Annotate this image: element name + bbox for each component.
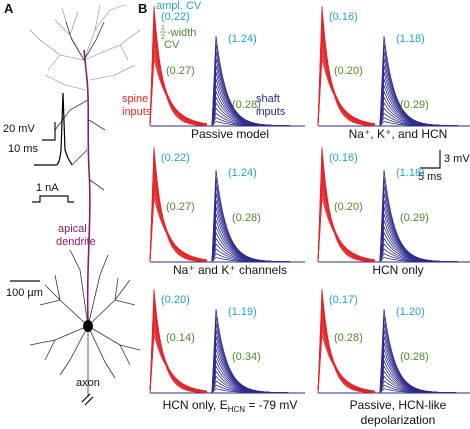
shaft-trace xyxy=(379,35,470,127)
legend-text: CV xyxy=(164,39,180,51)
title-part: depolarization xyxy=(361,413,436,427)
shaft-trace xyxy=(379,120,470,127)
value-label: (1.19) xyxy=(228,306,257,318)
tuft-branch xyxy=(54,21,106,191)
shaft-trace xyxy=(379,359,470,394)
value-label: (0.20) xyxy=(161,294,190,306)
legend-text: 1 xyxy=(161,25,165,32)
scale-label: 3 mV xyxy=(444,153,470,165)
axon-label: axon xyxy=(76,377,100,389)
title-part: HCN only, E xyxy=(163,398,228,412)
title-part: = -79 mV xyxy=(245,398,297,412)
title-sub: HCN xyxy=(228,405,246,414)
value-label: (0.34) xyxy=(232,351,261,363)
legend-text: ampl. CV xyxy=(156,0,202,12)
panel-b: B ampl. CV 1 2 -width CV spine inputs sh… xyxy=(122,0,470,427)
value-label: (0.16) xyxy=(329,11,358,23)
subpanel-title: Na⁺ and K⁺ channels xyxy=(173,263,287,277)
subpanel-title: Passive, HCN-like xyxy=(350,398,447,412)
scale-label: 1 nA xyxy=(36,182,59,194)
subpanel-title: depolarization xyxy=(361,413,436,427)
spine-trace xyxy=(149,58,208,127)
legend-text: 2 xyxy=(161,34,165,41)
apical-label: apical xyxy=(58,223,87,235)
value-label: (0.28) xyxy=(334,332,363,344)
value-label: (1.24) xyxy=(228,33,257,45)
legend-text: inputs xyxy=(256,106,286,118)
subpanel-title: Na⁺, K⁺, and HCN xyxy=(349,127,448,141)
title-part: Na⁺, K⁺, and HCN xyxy=(349,127,448,141)
tuft xyxy=(29,4,141,91)
title-part: Passive model xyxy=(191,127,269,141)
current-step xyxy=(32,195,74,203)
legend-text: spine xyxy=(122,93,148,105)
value-label: (0.29) xyxy=(400,99,429,111)
panel-a: A axon apical dendrite 20 mV 10 ms 1 nA … xyxy=(3,1,141,406)
value-label: (0.17) xyxy=(329,294,358,306)
soma xyxy=(83,320,93,332)
panel-label: A xyxy=(4,1,14,16)
value-label: (1.24) xyxy=(228,167,257,179)
title-part: Passive, HCN-like xyxy=(350,398,447,412)
panel-label: B xyxy=(138,1,147,16)
value-label: (0.28) xyxy=(232,99,261,111)
value-label: (0.28) xyxy=(400,351,429,363)
value-label: (1.18) xyxy=(396,33,425,45)
value-label: (0.28) xyxy=(232,212,261,224)
shaft-trace xyxy=(379,256,470,263)
subpanel-title: HCN only xyxy=(372,263,423,277)
axon-break xyxy=(81,393,94,406)
value-label: (0.16) xyxy=(329,152,358,164)
legend-text: shaft xyxy=(256,93,280,105)
shaft-trace xyxy=(379,43,470,127)
spike-trace xyxy=(34,92,73,166)
value-label: (0.22) xyxy=(161,11,190,23)
spine-trace xyxy=(317,58,376,127)
spine-trace xyxy=(149,334,208,394)
spine-trace xyxy=(317,334,376,394)
apical-label: dendrite xyxy=(56,236,96,248)
value-label: (0.27) xyxy=(166,201,195,213)
apical-trunk xyxy=(83,49,91,321)
value-label: (0.20) xyxy=(334,201,363,213)
value-label: (0.14) xyxy=(166,332,195,344)
value-label: (1.20) xyxy=(396,306,425,318)
value-label: (0.29) xyxy=(400,212,429,224)
spine-trace xyxy=(317,197,376,263)
scale-label: 5 ms xyxy=(418,171,442,183)
shaft-trace xyxy=(211,388,303,394)
shaft-trace xyxy=(379,226,470,263)
basal-dendrites xyxy=(29,249,141,379)
value-label: (1.18) xyxy=(396,167,425,179)
subpanel-title: Passive model xyxy=(191,127,269,141)
title-part: Na⁺ and K⁺ channels xyxy=(173,263,287,277)
scale-label: 10 ms xyxy=(8,143,38,155)
shaft-trace xyxy=(211,120,303,127)
legend-text: -width xyxy=(167,27,196,39)
scale-label: 100 µm xyxy=(6,287,43,299)
spine-trace xyxy=(149,197,208,263)
value-label: (0.27) xyxy=(166,65,195,77)
title-part: HCN only xyxy=(372,263,423,277)
value-label: (0.22) xyxy=(161,152,190,164)
shaft-trace xyxy=(211,256,303,263)
scale-label: 20 mV xyxy=(3,123,35,135)
shaft-trace xyxy=(379,388,470,394)
legend-text: inputs xyxy=(122,106,152,118)
value-label: (0.20) xyxy=(334,65,363,77)
scale-bar xyxy=(420,150,441,169)
scale-bar xyxy=(42,122,56,141)
subpanel-title: HCN only, EHCN = -79 mV xyxy=(163,398,298,414)
